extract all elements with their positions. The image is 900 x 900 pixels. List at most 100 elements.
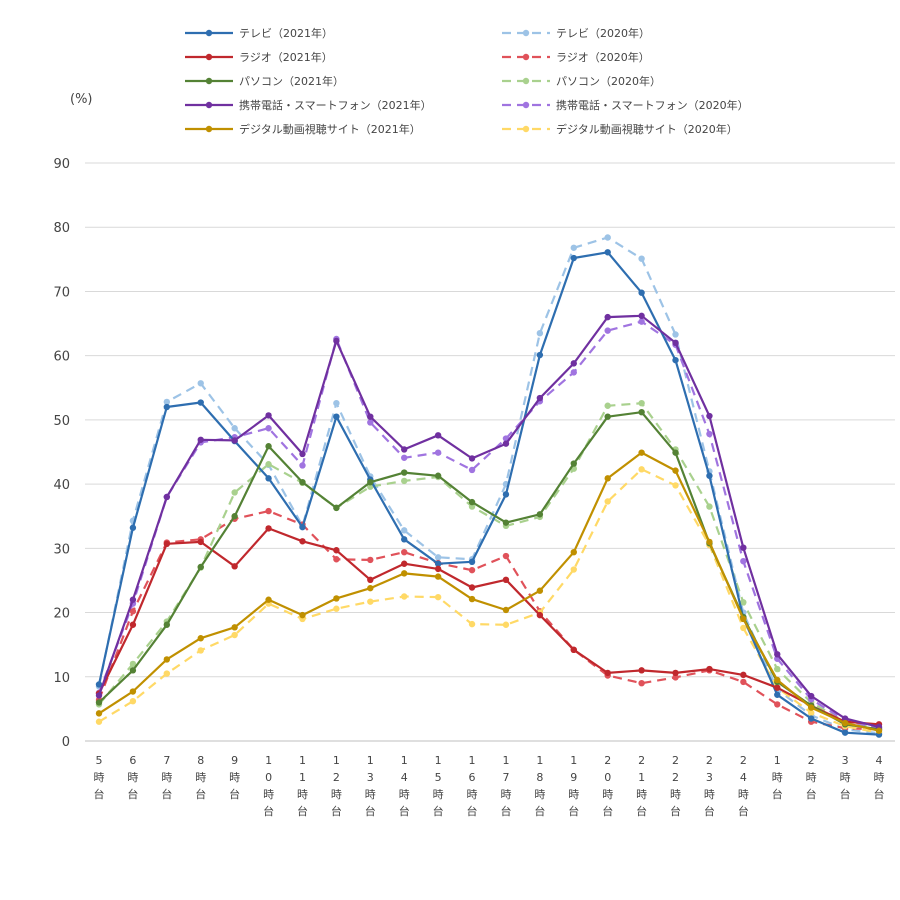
data-point (197, 538, 204, 546)
data-point (401, 527, 408, 534)
data-point (129, 660, 137, 668)
data-point (434, 449, 442, 456)
data-point (536, 511, 544, 518)
data-point (740, 624, 747, 632)
data-point (129, 688, 137, 695)
data-point (672, 467, 679, 474)
series-6 (95, 312, 883, 731)
x-tick-label: 2 2 時台 (670, 754, 681, 818)
data-point (163, 493, 171, 501)
legend-label: パソコン（2020年） (556, 74, 661, 88)
data-point (570, 369, 577, 376)
data-point (163, 621, 171, 628)
data-point (672, 674, 679, 681)
x-tick-label: 1 9 時台 (568, 754, 579, 818)
data-point (468, 466, 476, 474)
data-point (774, 665, 781, 673)
data-point (638, 399, 645, 407)
x-tick-label: 1 0 時台 (263, 754, 274, 818)
x-tick-label: 3 時台 (840, 754, 851, 801)
data-point (468, 595, 476, 603)
data-point (570, 566, 577, 573)
data-point (163, 398, 171, 406)
data-point (333, 337, 340, 345)
data-point (231, 437, 238, 444)
data-point (197, 436, 204, 443)
series-line (97, 510, 880, 731)
gridlines (85, 162, 895, 742)
x-tick-label: 2 0 時台 (602, 754, 613, 818)
data-point (299, 450, 306, 458)
data-point (841, 729, 849, 736)
data-point (468, 455, 476, 462)
x-tick-label: 1 1 時台 (297, 754, 308, 818)
data-point (536, 394, 544, 402)
data-point (468, 503, 476, 510)
data-point (672, 482, 679, 489)
data-point (129, 524, 137, 531)
data-point (401, 446, 408, 453)
x-axis: 5 時台 6 時台 7 時台 8 時台 9 時台 1 0 時台 1 1 時台 1 2 時台 1 3 時台 1 4 時台 1 5 時台 1… (94, 754, 885, 818)
y-tick-label: 60 (53, 350, 70, 365)
data-point (333, 504, 340, 512)
legend-item: 携帯電話・スマートフォン（2021年） (185, 98, 432, 112)
data-point (468, 498, 476, 506)
plot-area (95, 234, 883, 738)
data-point (672, 449, 679, 456)
data-point (401, 593, 408, 600)
x-tick-label: 1 5 時台 (433, 754, 444, 818)
data-point (604, 669, 611, 677)
data-point (706, 538, 713, 546)
data-point (333, 399, 340, 407)
series-1 (95, 234, 883, 737)
data-point (197, 635, 204, 642)
data-point (95, 692, 103, 699)
data-point (604, 327, 611, 334)
series-line (98, 451, 880, 732)
x-tick-label: 7 時台 (161, 754, 172, 801)
data-point (774, 676, 781, 684)
data-point (502, 552, 510, 560)
data-point (604, 498, 611, 505)
x-tick-label: 2 1 時台 (636, 754, 647, 818)
data-point (570, 460, 577, 467)
y-tick-label: 10 (53, 671, 70, 686)
data-point (570, 360, 577, 367)
data-point (536, 587, 544, 594)
data-point (536, 611, 544, 619)
data-point (807, 692, 815, 700)
data-point (95, 718, 103, 725)
data-point (231, 513, 238, 520)
x-tick-label: 5 時台 (94, 754, 105, 801)
legend-item: ラジオ（2020年） (502, 50, 650, 64)
data-point (434, 565, 442, 573)
data-point (774, 684, 781, 691)
data-point (333, 413, 340, 420)
data-point (740, 615, 747, 623)
legend-label: デジタル動画視聴サイト（2020年） (556, 122, 738, 136)
data-point (740, 599, 747, 606)
data-point (265, 596, 272, 603)
x-tick-label: 8 時台 (195, 754, 206, 801)
series-8 (95, 449, 883, 734)
series-2 (95, 525, 883, 728)
data-point (604, 413, 611, 420)
y-tick-label: 50 (53, 414, 70, 429)
data-point (367, 556, 374, 564)
x-tick-label: 2 4 時台 (738, 754, 749, 818)
data-point (401, 536, 408, 543)
legend-marker (522, 29, 530, 37)
data-point (434, 593, 442, 601)
data-point (706, 665, 713, 673)
data-point (231, 624, 238, 631)
data-point (231, 489, 238, 496)
legend-marker (522, 77, 530, 85)
legend-label: 携帯電話・スマートフォン（2021年） (239, 98, 432, 112)
data-point (841, 715, 849, 722)
data-point (265, 412, 272, 419)
legend-marker (522, 101, 530, 109)
data-point (807, 709, 815, 716)
x-tick-label: 6 時台 (127, 754, 138, 801)
series-line (97, 314, 880, 728)
